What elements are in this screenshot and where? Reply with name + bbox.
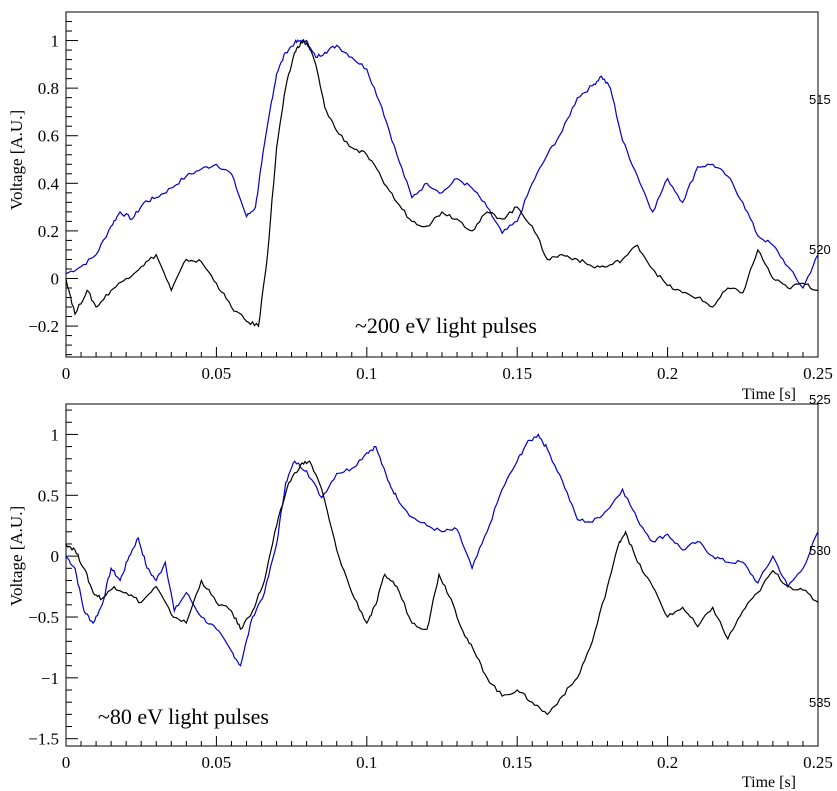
top-series-line xyxy=(65,38,819,328)
bottom-series-line xyxy=(65,433,819,667)
top-y-tick-label: 0.4 xyxy=(38,174,60,193)
bottom-y-tick-label: 0 xyxy=(51,547,60,566)
bottom-y-tick-label: 1 xyxy=(51,425,60,444)
top-y-tick-label: 0 xyxy=(51,269,60,288)
top-x-tick-label: 0.2 xyxy=(657,364,678,383)
top-y-tick-label: 0.6 xyxy=(38,127,59,146)
bottom-x-tick-label: 0.25 xyxy=(803,753,833,772)
top-x-tick-label: 0 xyxy=(62,364,71,383)
bottom-x-axis-label: Time [s] xyxy=(742,774,796,791)
bottom-series-line xyxy=(65,460,819,716)
bottom-y-tick-label: −0.5 xyxy=(28,608,59,627)
top-x-axis-label: Time [s] xyxy=(742,386,796,403)
top-annotation: ~200 eV light pulses xyxy=(355,313,537,338)
top-y-tick-label: −0.2 xyxy=(28,317,59,336)
margin-number: 535 xyxy=(809,695,831,710)
top-axis-ticks: 0 0.05 0.1 0.15 0.2 0.25 −0.2 0 0.2 0.4 0.6 0.8 1 xyxy=(28,11,833,383)
top-chart: 0 0.05 0.1 0.15 0.2 0.25 −0.2 0 0.2 0.4 0.6 0.8 1 Vo… xyxy=(7,11,833,403)
top-y-tick-label: 0.2 xyxy=(38,222,59,241)
bottom-plot-frame xyxy=(65,403,819,747)
bottom-y-tick-label: 0.5 xyxy=(38,486,59,505)
top-x-tick-label: 0.1 xyxy=(356,364,377,383)
top-y-tick-label: 1 xyxy=(51,32,60,51)
bottom-axis-ticks: 0 0.05 0.1 0.15 0.2 0.25 −1.5 −1 −0.5 0 0.5 1 xyxy=(28,409,833,772)
bottom-y-axis-label: Voltage [A.U.] xyxy=(7,506,26,606)
margin-number: 515 xyxy=(809,92,831,107)
bottom-series-group xyxy=(65,433,819,716)
bottom-x-tick-label: 0 xyxy=(62,753,71,772)
top-y-axis-label: Voltage [A.U.] xyxy=(7,110,26,210)
top-y-tick-label: 0.8 xyxy=(38,79,59,98)
top-series-group xyxy=(65,38,819,328)
top-x-tick-label: 0.05 xyxy=(202,364,232,383)
bottom-x-tick-label: 0.2 xyxy=(657,753,678,772)
top-series-line xyxy=(65,39,819,290)
top-x-tick-label: 0.15 xyxy=(502,364,532,383)
margin-number: 530 xyxy=(809,543,831,558)
bottom-x-tick-label: 0.15 xyxy=(502,753,532,772)
bottom-x-tick-label: 0.05 xyxy=(202,753,232,772)
bottom-chart: 0 0.05 0.1 0.15 0.2 0.25 −1.5 −1 −0.5 0 0.5 1 Volta… xyxy=(7,403,833,791)
margin-numbers: 515 520 525 530 535 xyxy=(809,92,831,710)
bottom-x-tick-label: 0.1 xyxy=(356,753,377,772)
bottom-y-tick-label: −1 xyxy=(41,669,59,688)
bottom-y-tick-label: −1.5 xyxy=(28,730,59,749)
margin-number: 525 xyxy=(809,392,831,407)
margin-number: 520 xyxy=(809,242,831,257)
bottom-annotation: ~80 eV light pulses xyxy=(98,704,269,729)
top-x-tick-label: 0.25 xyxy=(803,364,833,383)
